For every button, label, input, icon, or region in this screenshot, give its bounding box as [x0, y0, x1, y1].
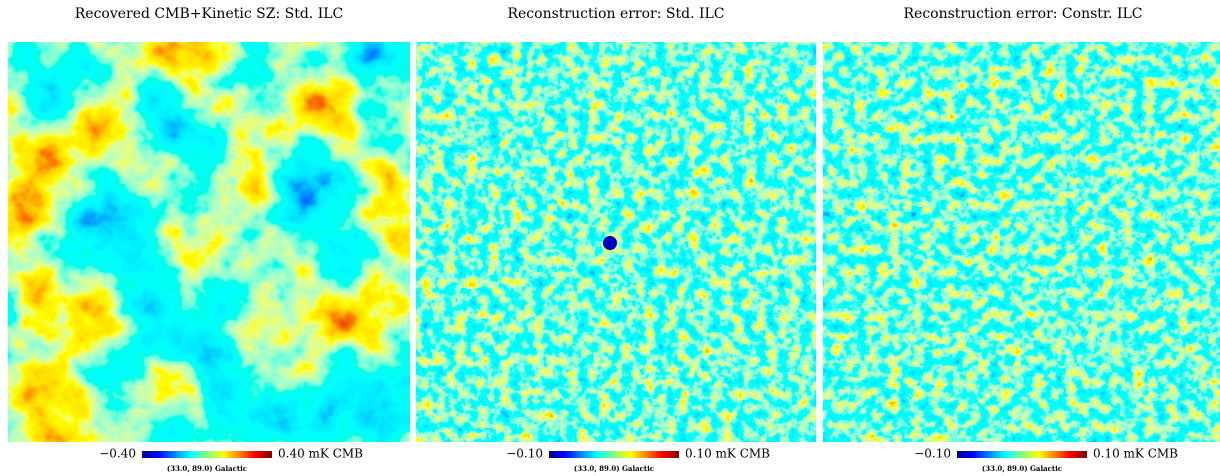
panel-title: Recovered CMB+Kinetic SZ: Std. ILC [75, 6, 343, 22]
coord-label: (33.0, 89.0) Galactic [574, 464, 654, 473]
colorbar-max: 0.10 mK CMB [1093, 447, 1178, 461]
colorbar-min: −0.10 [914, 447, 951, 461]
colorbar-min: −0.40 [99, 447, 136, 461]
panel-title: Reconstruction error: Std. ILC [507, 6, 724, 22]
map-feature [603, 236, 617, 250]
sky-map [8, 42, 410, 442]
coord-label: (33.0, 89.0) Galactic [167, 464, 247, 473]
colorbar [142, 451, 272, 458]
colorbar-min: −0.10 [506, 447, 543, 461]
colorbar-max: 0.40 mK CMB [278, 447, 363, 461]
colorbar-max: 0.10 mK CMB [685, 447, 770, 461]
coord-label: (33.0, 89.0) Galactic [982, 464, 1062, 473]
panel-title: Reconstruction error: Constr. ILC [904, 6, 1143, 22]
sky-map [823, 42, 1220, 442]
colorbar [549, 451, 679, 458]
colorbar [957, 451, 1087, 458]
